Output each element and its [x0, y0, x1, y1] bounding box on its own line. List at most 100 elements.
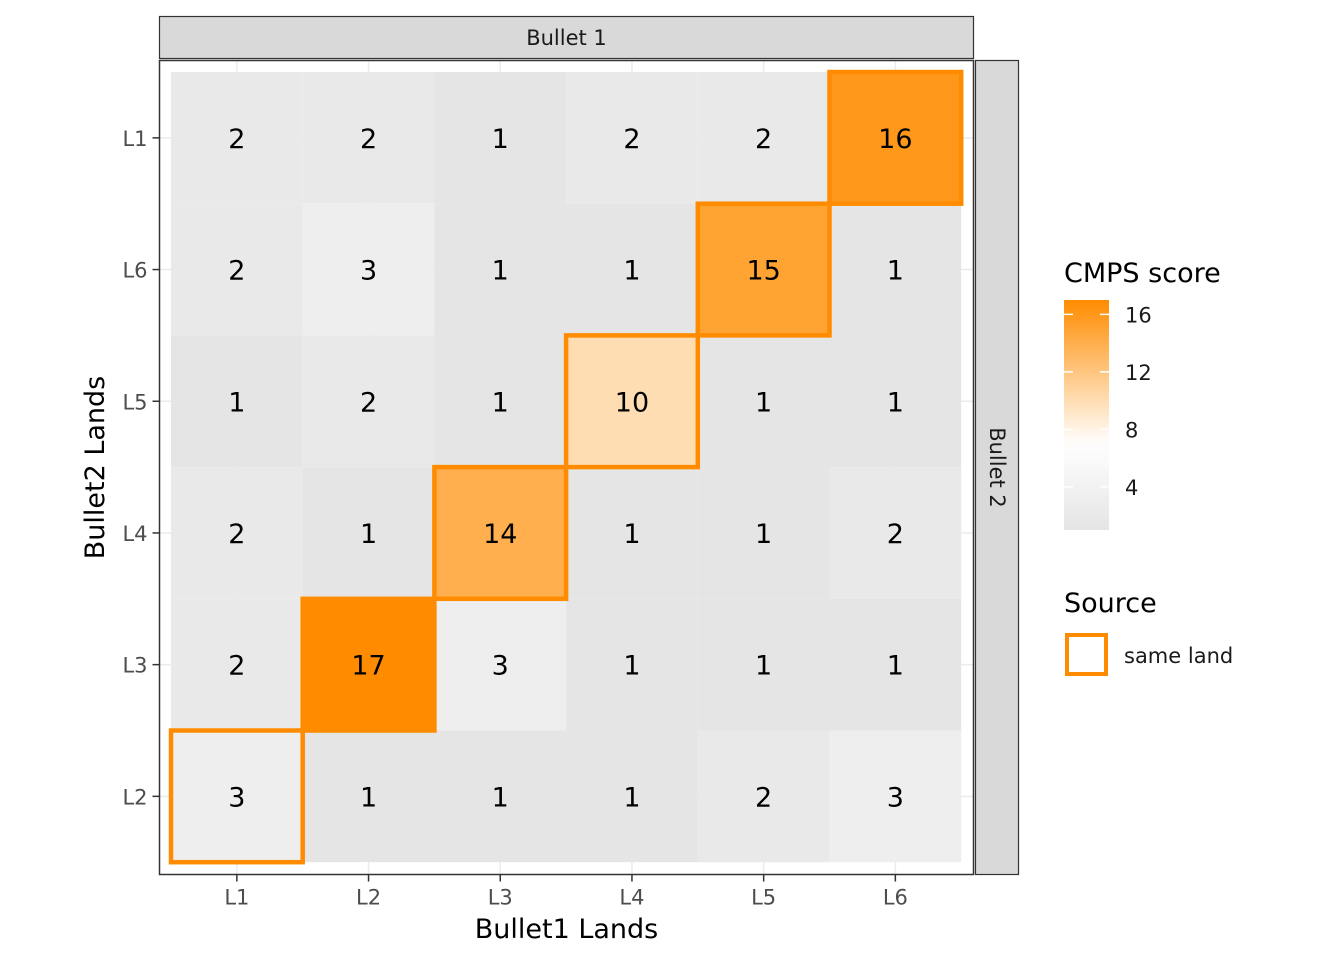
legend-fill-title: CMPS score	[1064, 258, 1221, 289]
legend-tick-label: 12	[1125, 361, 1152, 385]
cell-value-label: 14	[483, 519, 517, 550]
cell-value-label: 10	[615, 387, 649, 418]
cell-value-label: 2	[228, 651, 245, 682]
x-tick-label: L5	[751, 886, 776, 910]
heatmap-cell	[171, 335, 303, 468]
heatmap-cell	[434, 598, 567, 731]
y-tick-label: L5	[122, 390, 147, 414]
cell-value-label: 2	[228, 519, 245, 550]
y-tick-label: L3	[122, 654, 147, 678]
cell-value-label: 1	[623, 782, 640, 813]
heatmap-cell	[434, 467, 567, 599]
same-land-outline	[563, 333, 701, 470]
cell-value-label: 3	[887, 782, 904, 813]
heatmap-cell	[302, 203, 435, 336]
heatmap-cell	[829, 203, 962, 336]
legend-colorbar	[1064, 300, 1109, 530]
cell-value-label: 2	[755, 782, 772, 813]
heatmap-cell	[302, 730, 435, 863]
heatmap-cell	[566, 203, 698, 336]
facet-strips: Bullet 1 Bullet 2	[158, 15, 1020, 876]
heatmap-cell	[829, 467, 962, 599]
heatmap-cell	[566, 730, 698, 863]
y-tick-label: L4	[122, 522, 147, 546]
heatmap-cell	[697, 72, 830, 204]
y-tick-label: L6	[122, 259, 147, 283]
heatmap-cell	[302, 335, 435, 468]
legend-outline-title: Source	[1064, 588, 1157, 619]
cell-value-label: 2	[360, 387, 377, 418]
facet-strip-top	[158, 15, 975, 60]
same-land-outline	[432, 464, 569, 602]
legend-tick-label: 16	[1125, 303, 1152, 327]
cell-value-label: 2	[360, 124, 377, 155]
cell-value-label: 2	[887, 519, 904, 550]
panel-border	[158, 59, 975, 876]
heatmap-cell	[829, 598, 962, 731]
cell-value-label: 1	[887, 387, 904, 418]
heatmap-cell	[829, 335, 962, 468]
same-land-outline	[827, 69, 964, 206]
heatmap-cell	[434, 730, 567, 863]
heatmap-cell	[171, 467, 303, 599]
cell-value-labels: 2 2 1 2 2 16 2 3 1 1 15 1 1 2 1 10 1 1 2 1 14 1 1 2 2 17 3 1 1 1 3 1 1 1 2…	[228, 124, 912, 813]
cell-value-label: 1	[755, 651, 772, 682]
cell-value-label: 17	[351, 651, 385, 682]
cell-value-label: 1	[623, 651, 640, 682]
heatmap-cell	[697, 598, 830, 731]
heatmap-cell	[697, 335, 830, 468]
heatmap-cell	[302, 467, 435, 599]
cell-value-label: 15	[746, 256, 780, 287]
cell-value-label: 1	[887, 651, 904, 682]
cell-value-label: 2	[623, 124, 640, 155]
cell-value-label: 1	[623, 256, 640, 287]
facet-label-top: Bullet 1	[526, 26, 607, 50]
heatmap-cell	[566, 72, 698, 204]
x-tick-label: L2	[356, 886, 381, 910]
heatmap-cell	[171, 598, 303, 731]
heatmap-cell	[829, 72, 962, 204]
heatmap-cell	[171, 730, 303, 863]
cell-value-label: 16	[878, 124, 912, 155]
heatmap-cell	[566, 335, 698, 468]
cell-value-label: 1	[492, 124, 509, 155]
heatmap-cell	[302, 598, 435, 731]
cell-value-label: 3	[492, 651, 509, 682]
same-land-outline	[168, 728, 305, 865]
cell-value-label: 1	[755, 387, 772, 418]
x-tick-label: L1	[224, 886, 249, 910]
heatmap-cell	[829, 730, 962, 863]
heatmap-cell	[434, 203, 567, 336]
cell-value-label: 1	[360, 519, 377, 550]
legend-tick-label: 8	[1125, 418, 1138, 442]
heatmap-cell	[697, 203, 830, 336]
legend: CMPS score 16 12 8 4 Source same land	[1064, 258, 1233, 676]
legend-outline-key	[1065, 633, 1108, 676]
heatmap-cell	[434, 72, 567, 204]
x-tick-label: L6	[883, 886, 908, 910]
legend-tick-label: 4	[1125, 476, 1138, 500]
cell-value-label: 3	[228, 782, 245, 813]
y-tick-label: L2	[122, 785, 147, 809]
heatmap-cell	[171, 203, 303, 336]
heatmap-cell	[302, 72, 435, 204]
cell-value-label: 2	[228, 256, 245, 287]
facet-label-right: Bullet 2	[985, 427, 1009, 508]
cell-value-label: 1	[755, 519, 772, 550]
cell-value-label: 1	[492, 387, 509, 418]
heatmap-cells	[171, 72, 962, 863]
facet-strip-right	[974, 59, 1020, 876]
same-land-outline	[300, 596, 437, 733]
legend-colorbar-ticks: 16 12 8 4	[1064, 303, 1152, 500]
y-axis-title: Bullet2 Lands	[80, 376, 111, 560]
x-axis-title: Bullet1 Lands	[475, 914, 659, 945]
cell-value-label: 1	[623, 519, 640, 550]
same-land-outline	[695, 201, 832, 338]
cell-value-label: 3	[360, 256, 377, 287]
heatmap-cell	[171, 72, 303, 204]
x-tick-label: L4	[619, 886, 644, 910]
cell-value-label: 1	[887, 256, 904, 287]
cell-value-label: 1	[228, 387, 245, 418]
